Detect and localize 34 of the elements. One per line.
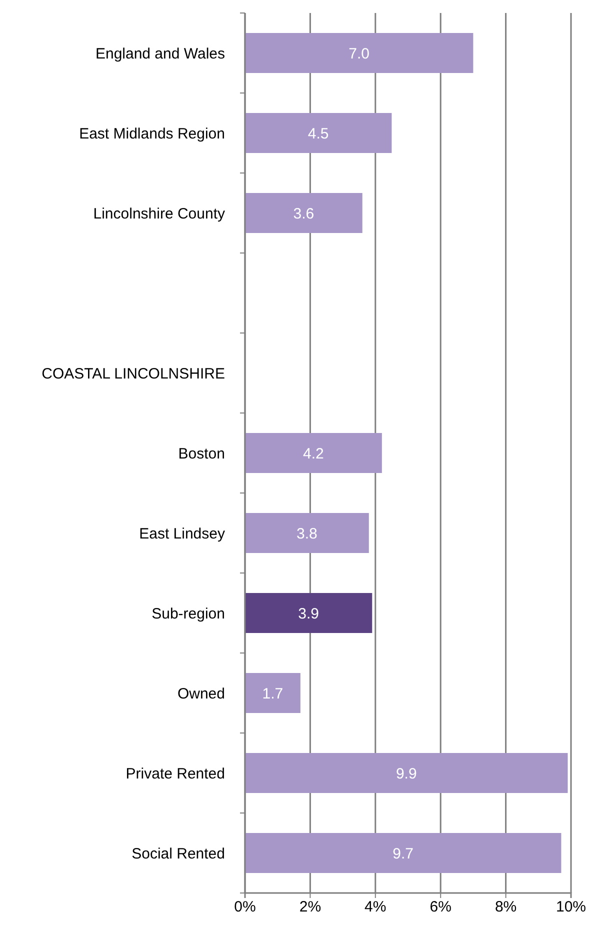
data-label: 7.0 (348, 45, 370, 62)
bar (245, 513, 369, 553)
bar (245, 113, 392, 153)
y-tick-label: East Midlands Region (79, 125, 225, 142)
data-label: 3.8 (296, 525, 318, 542)
y-tick-label: Boston (178, 445, 225, 462)
data-label: 9.9 (396, 765, 417, 782)
x-tick-label: 0% (234, 898, 256, 916)
bar (245, 753, 568, 793)
y-tick-label: Private Rented (126, 765, 225, 782)
y-tick-label: Sub-region (152, 605, 225, 622)
bar (245, 673, 300, 713)
bar (245, 33, 474, 73)
y-tick-label: Social Rented (132, 845, 225, 862)
x-tick-label: 8% (494, 898, 517, 916)
bar (245, 193, 362, 233)
data-label: 4.2 (303, 445, 324, 462)
y-tick-label: Lincolnshire County (93, 205, 226, 222)
x-tick-label: 2% (299, 898, 322, 916)
y-tick-label: COASTAL LINCOLNSHIRE (42, 365, 225, 382)
x-tick-label: 6% (430, 898, 452, 916)
y-tick-label: England and Wales (95, 45, 225, 62)
bar (245, 833, 562, 873)
y-tick-label: Owned (177, 685, 225, 702)
x-tick-label: 4% (364, 898, 386, 916)
bar (245, 593, 372, 633)
bar (245, 433, 382, 473)
data-label: 1.7 (262, 685, 284, 702)
data-label: 4.5 (308, 125, 329, 142)
y-tick-label: East Lindsey (139, 525, 226, 542)
data-label: 9.7 (392, 845, 414, 862)
x-tick-label: 10% (556, 898, 586, 916)
data-label: 3.9 (298, 605, 319, 622)
data-label: 3.6 (293, 205, 314, 222)
